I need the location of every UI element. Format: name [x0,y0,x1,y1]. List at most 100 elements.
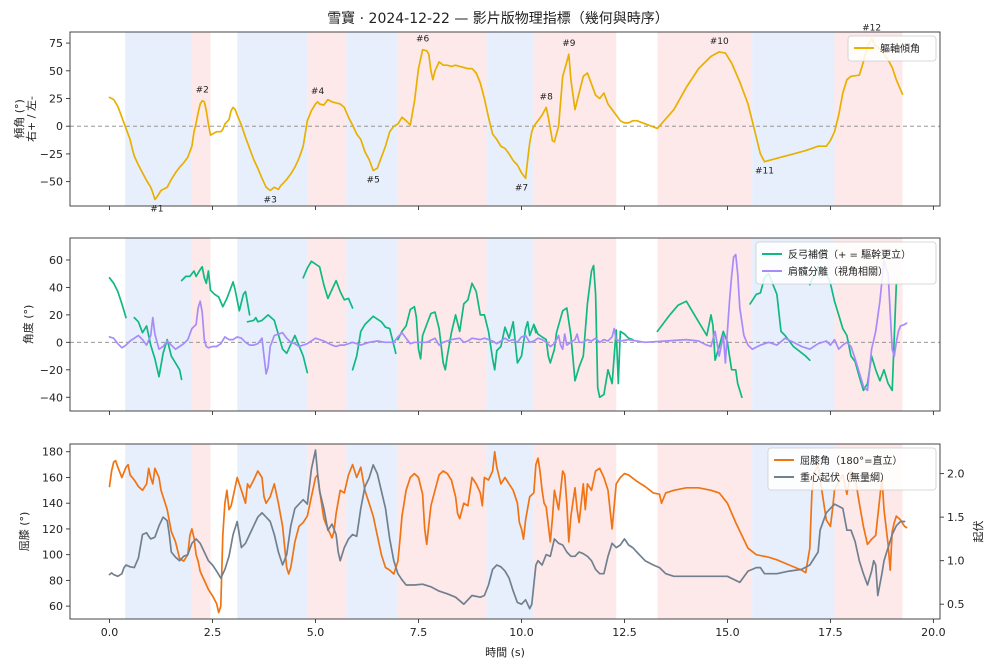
plot-frame [69,237,941,412]
phase-band [125,32,192,206]
y2-tick-label: 1.5 [947,511,965,524]
y-tick-label: 160 [42,471,63,484]
phase-band [307,444,347,619]
phase-band [533,444,617,619]
x-tick-label: 17.5 [818,626,843,639]
peak-label: #4 [311,87,325,97]
y-tick-label: 60 [49,600,63,613]
phase-band [237,32,308,206]
series-line [397,282,537,371]
phase-band [237,238,308,411]
y-axis-label: 屈膝 (°) [18,512,31,552]
phase-band [397,238,487,411]
series-line [108,37,904,201]
x-axis-label: 時間 (s) [485,646,525,659]
peak-label: #12 [862,24,881,34]
peak-label: #1 [150,204,163,214]
series-line [749,272,811,362]
series-line [108,253,908,392]
x-tick-label: 7.5 [410,626,428,639]
peak-label: #7 [515,183,528,193]
phase-band [191,238,211,411]
y-tick-label: 100 [42,549,63,562]
legend-box [847,35,937,62]
x-tick-label: 15.0 [715,626,740,639]
y-tick-label: −25 [40,148,63,161]
phase-band [307,238,347,411]
y-tick-label: −20 [40,364,63,377]
x-tick-label: 2.5 [204,626,222,639]
x-tick-label: 12.5 [612,626,637,639]
y-tick-label: 120 [42,523,63,536]
y2-tick-label: 2.0 [947,468,965,481]
phase-band [125,238,192,411]
phase-band [125,444,192,619]
phase-band [486,32,534,206]
phase-band [657,444,753,619]
y2-tick-label: 0.5 [947,598,965,611]
y-tick-label: 50 [49,65,63,78]
legend-label: 肩髖分離（視角相關） [788,265,888,278]
phase-band [657,32,753,206]
y-axis-label-line: 右+ / 左- [24,96,38,142]
peak-label: #3 [264,195,277,205]
y-tick-label: 25 [49,92,63,105]
phase-band [533,32,617,206]
peak-label: #5 [367,176,380,186]
series-line [108,276,127,319]
phase-band [237,444,308,619]
legend-label: 反弓補償（+ = 驅幹更立） [788,248,911,261]
plot-frame [69,31,941,207]
y-tick-label: 0 [56,336,63,349]
legend: 屈膝角（180°=直立） 重心起伏（無量綱） [767,447,937,491]
y-tick-label: 60 [49,254,63,267]
x-tick-label: 5.0 [307,626,325,639]
phase-band [397,32,487,206]
peak-label: #2 [196,86,209,96]
peak-label: #6 [416,35,430,45]
peak-label: #9 [562,39,576,49]
peak-label: #8 [540,92,554,102]
y-axis-label: 角度 (°) [21,305,35,345]
legend-box [767,447,937,491]
series-line [246,314,309,374]
panel-angles: 60 40 20 0 −20 −40 角度 (°) 反弓補償（+ = 驅幹更立） 肩髖分離（視角… [21,237,941,415]
y-tick-label: −50 [40,176,63,189]
y-tick-label: 20 [49,309,63,322]
series-line [302,260,354,309]
legend: 反弓補償（+ = 驅幹更立） 肩髖分離（視角相關） [755,241,937,285]
y-tick-label: 180 [42,446,63,459]
series-line [180,265,251,316]
phase-band [346,32,398,206]
phase-band [191,444,211,619]
peak-label: #10 [710,37,729,47]
plot-frame [69,443,941,620]
panel-lean: #1 #2 #3 #4 #5 #6 #7 #8 #9 #10 #11 #12 75 50 25 0 −25 −50… [12,24,941,214]
y2-axis-label: 起伏 [971,521,985,543]
legend-label: 重心起伏（無量綱） [800,471,890,484]
phase-band [486,238,534,411]
y2-tick-label: 1.0 [947,555,965,568]
panel-knee-com: 180 160 140 120 100 80 60 2.0 1.5 1.0 0.5 0.0 2.5 5.0… [18,443,985,659]
x-tick-label: 0.0 [101,626,119,639]
x-tick-label: 20.0 [921,626,946,639]
phase-band [486,444,534,619]
x-tick-label: 10.0 [509,626,534,639]
series-line [108,449,906,610]
phase-band [307,32,347,206]
phase-band [346,238,398,411]
chart-title: 雪寶 · 2024-12-22 — 影片版物理指標（幾何與時序） [327,11,669,27]
peak-label: #11 [755,167,774,177]
legend: 軀軸傾角 [847,35,937,62]
legend-label: 軀軸傾角 [880,42,920,55]
y-tick-label: 40 [49,281,63,294]
y-tick-label: −40 [40,391,63,404]
series-line [656,300,743,399]
phase-band [752,32,835,206]
legend-box [755,241,937,285]
y-tick-label: 140 [42,497,63,510]
phase-band [191,32,211,206]
series-line [108,450,908,614]
series-line [133,316,183,381]
